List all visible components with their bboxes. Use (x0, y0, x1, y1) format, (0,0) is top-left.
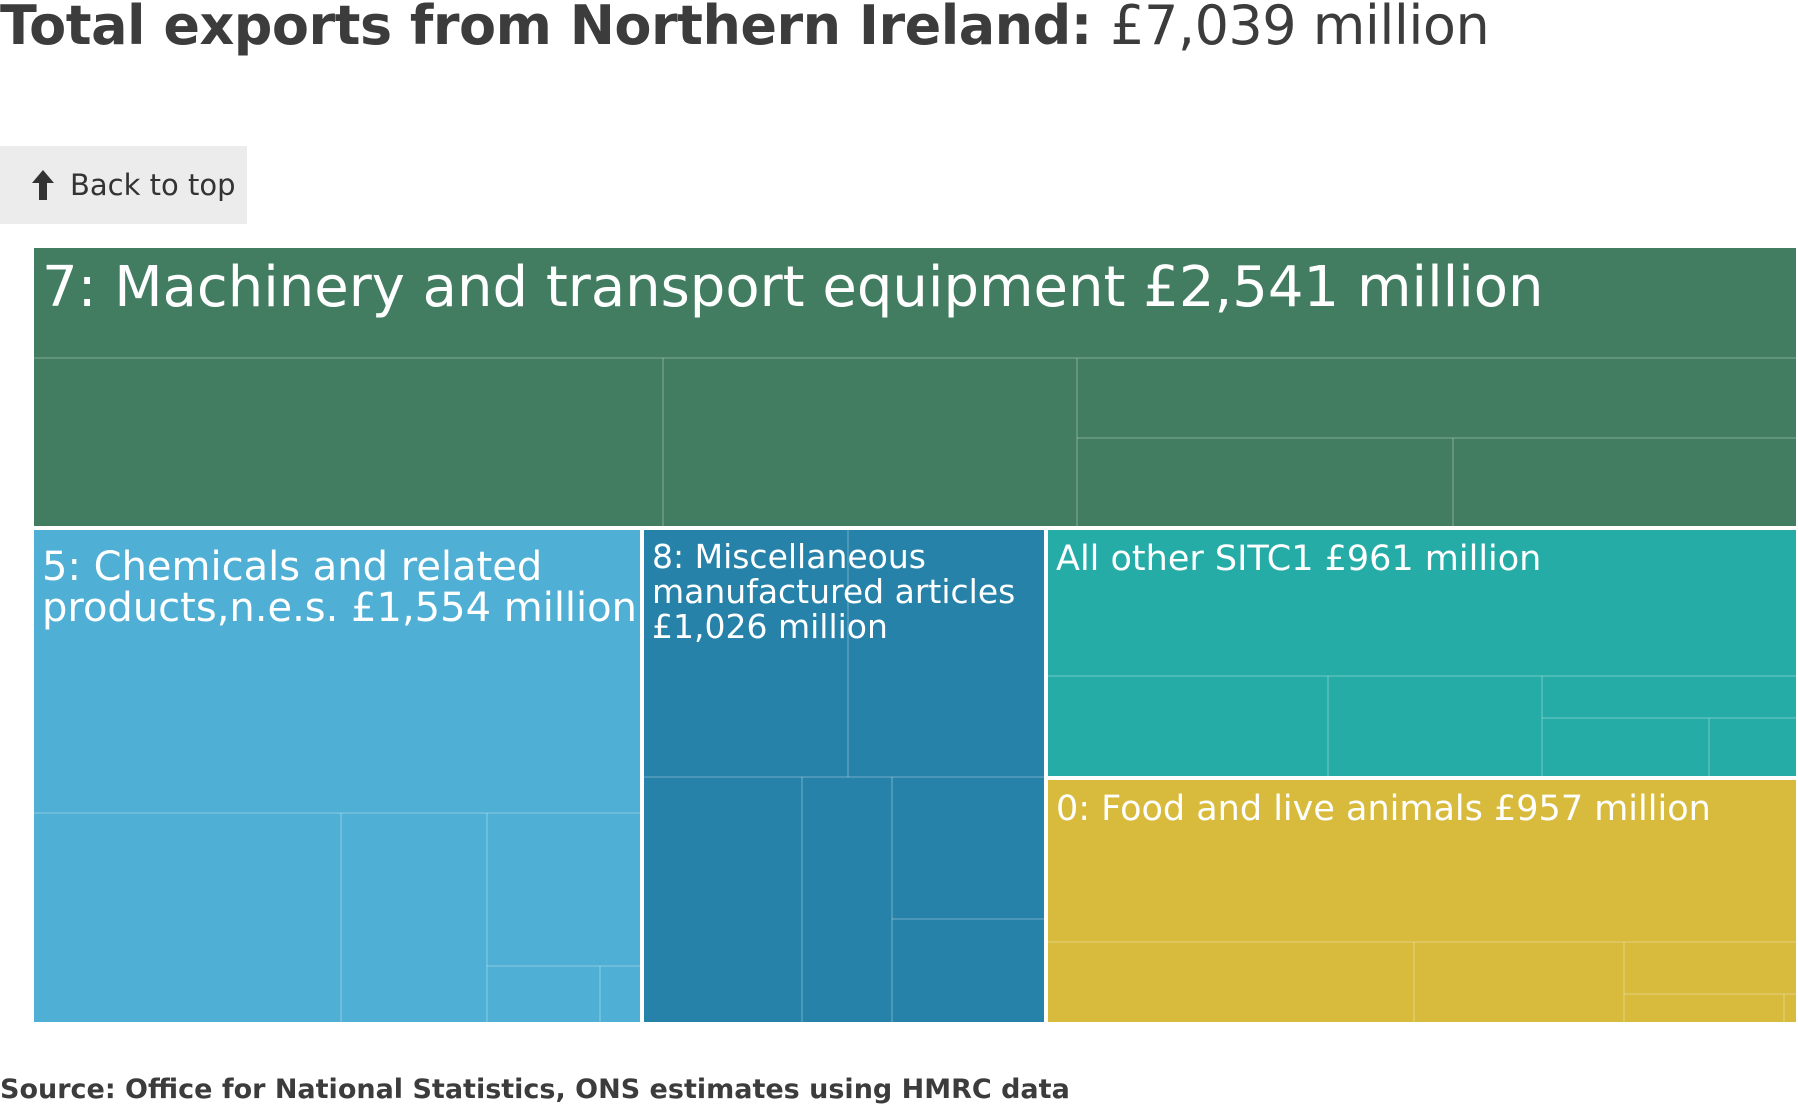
treemap-label-line: 8: Miscellaneous (652, 537, 926, 576)
treemap-group-0[interactable]: 7: Machinery and transport equipment £2,… (32, 246, 1798, 530)
treemap-label-line: products,n.e.s. £1,554 million (42, 585, 637, 631)
treemap-group-4[interactable]: 0: Food and live animals £957 million (1044, 776, 1798, 1024)
treemap-label-line: 7: Machinery and transport equipment £2,… (42, 255, 1544, 320)
treemap-label-0: 7: Machinery and transport equipment £2,… (42, 255, 1544, 320)
treemap-rect-4[interactable] (1044, 776, 1798, 1024)
treemap-label-line: All other SITC1 £961 million (1056, 539, 1541, 579)
treemap-label-line: 5: Chemicals and related (42, 544, 542, 590)
back-to-top-label: Back to top (70, 168, 236, 202)
treemap-label-2: 8: Miscellaneous manufactured articles £1,… (652, 537, 1015, 646)
arrow-up-icon (32, 170, 54, 200)
back-to-top-button[interactable]: Back to top (0, 146, 247, 224)
chart-title: Total exports from Northern Ireland: £7,… (0, 0, 1490, 58)
treemap-label-line: £1,026 million (652, 607, 888, 646)
treemap-label-3: All other SITC1 £961 million (1056, 539, 1541, 579)
treemap-chart: 7: Machinery and transport equipment £2,… (32, 246, 1798, 1024)
treemap-group-2[interactable]: 8: Miscellaneous manufactured articles £1,… (640, 526, 1048, 1024)
chart-title-value: £7,039 million (1110, 0, 1490, 57)
treemap-label-line: 0: Food and live animals £957 million (1056, 789, 1711, 829)
treemap-rect-1[interactable] (32, 526, 644, 1024)
chart-title-bold: Total exports from Northern Ireland: (0, 0, 1092, 57)
treemap-group-1[interactable]: 5: Chemicals and related products,n.e.s. … (32, 526, 644, 1024)
treemap-rect-2[interactable] (640, 526, 1048, 1024)
treemap-label-4: 0: Food and live animals £957 million (1056, 789, 1711, 829)
treemap-group-3[interactable]: All other SITC1 £961 million (1044, 526, 1798, 780)
treemap-label-line: manufactured articles (652, 572, 1015, 611)
source-note: Source: Office for National Statistics, … (0, 1074, 1070, 1105)
treemap-label-1: 5: Chemicals and related products,n.e.s. … (42, 544, 637, 631)
